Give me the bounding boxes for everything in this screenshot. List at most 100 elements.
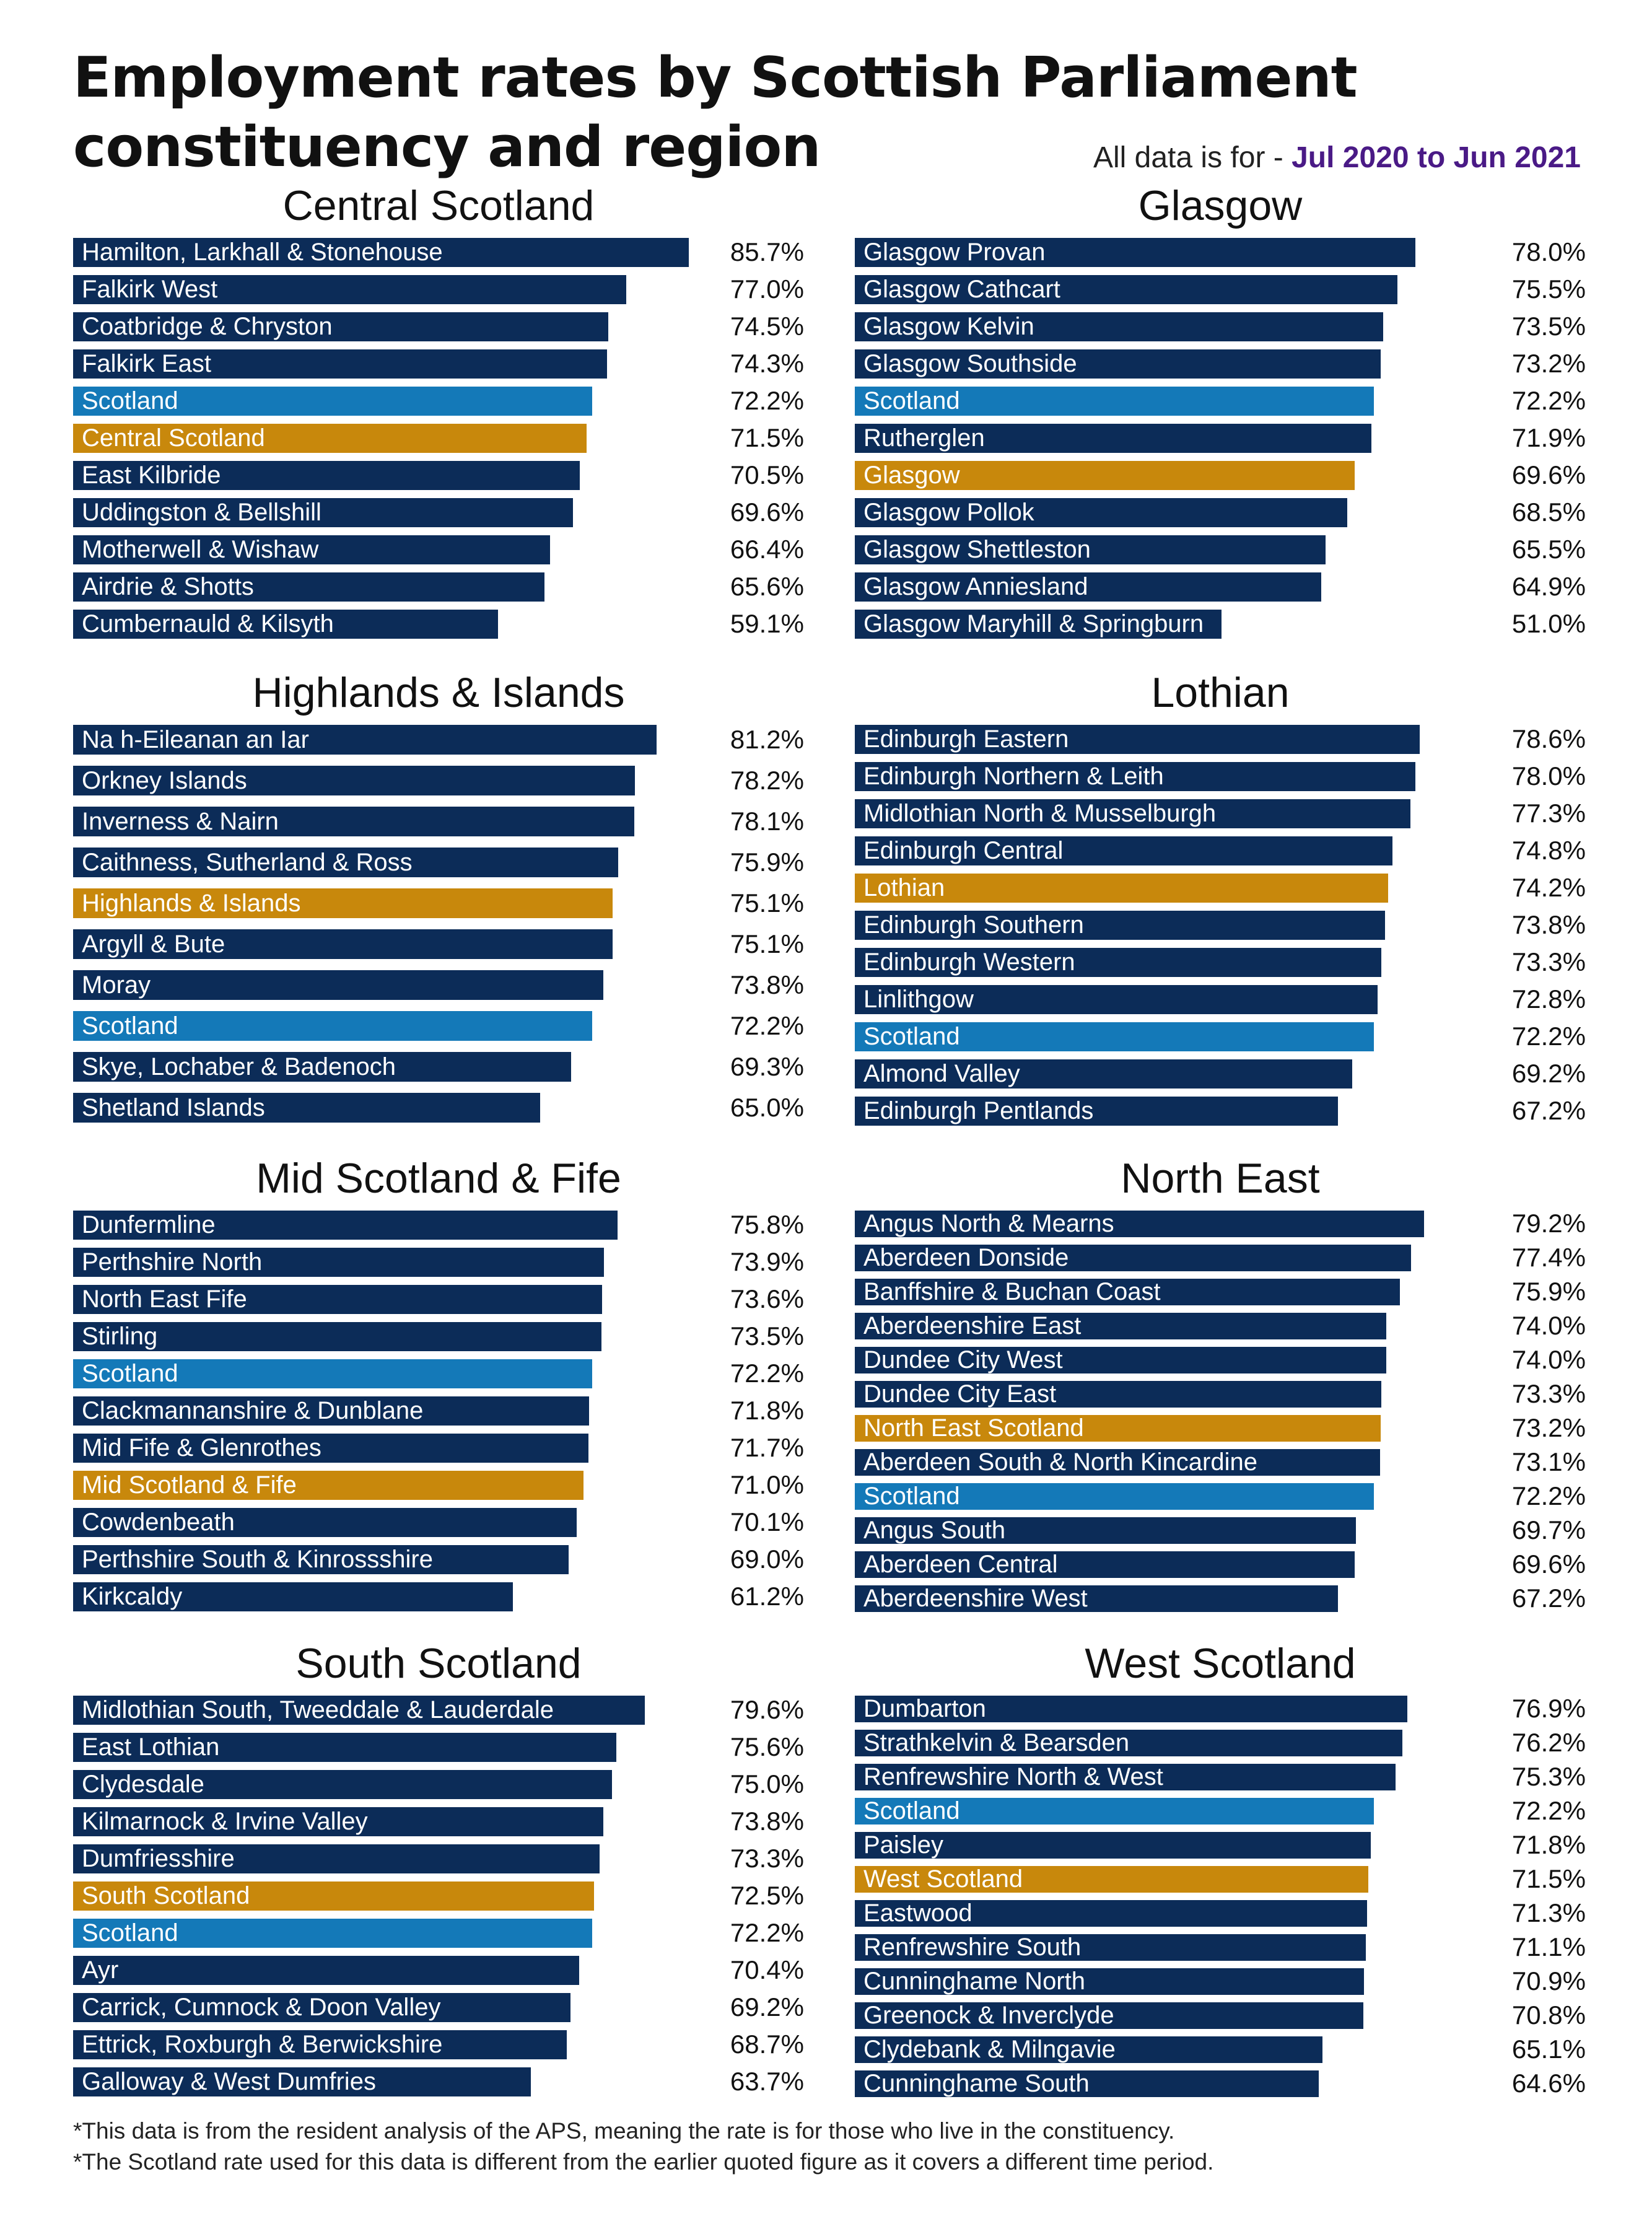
bar-label: Dumbarton bbox=[863, 1695, 986, 1723]
bar-scotland: Scotland bbox=[855, 1483, 1374, 1510]
bar-moray: Moray bbox=[73, 970, 604, 1000]
data-period-prefix: All data is for - bbox=[1093, 141, 1292, 174]
value-label: 74.0% bbox=[1511, 1311, 1586, 1341]
bar-scotland: Scotland bbox=[855, 387, 1374, 416]
value-label: 65.6% bbox=[730, 572, 804, 602]
bar-scotland: Scotland bbox=[73, 1359, 592, 1388]
value-label: 74.2% bbox=[1511, 873, 1586, 903]
bar-label: Greenock & Inverclyde bbox=[863, 2002, 1114, 2030]
value-label: 73.9% bbox=[730, 1247, 804, 1277]
value-label: 72.2% bbox=[1511, 1022, 1586, 1051]
bar-ayr: Ayr bbox=[73, 1956, 579, 1985]
bar-label: Uddingston & Bellshill bbox=[82, 499, 321, 527]
value-label: 75.9% bbox=[1511, 1277, 1586, 1307]
page-title: Employment rates by Scottish Parliament … bbox=[73, 45, 1358, 180]
bar-label: Motherwell & Wishaw bbox=[82, 536, 319, 564]
bar-label: Clydesdale bbox=[82, 1771, 204, 1798]
bar-greenock-and-inverclyde: Greenock & Inverclyde bbox=[855, 2002, 1364, 2030]
value-label: 72.2% bbox=[730, 386, 804, 416]
bar-coatbridge-and-chryston: Coatbridge & Chryston bbox=[73, 312, 609, 341]
value-label: 68.5% bbox=[1511, 497, 1586, 527]
bar-north-east-fife: North East Fife bbox=[73, 1285, 602, 1314]
bar-label: Dunfermline bbox=[82, 1211, 216, 1239]
value-label: 79.2% bbox=[1511, 1209, 1586, 1238]
bar-inverness-and-nairn: Inverness & Nairn bbox=[73, 807, 634, 836]
bar-highlands-and-islands: Highlands & Islands bbox=[73, 888, 613, 918]
bar-label: Aberdeen Central bbox=[863, 1551, 1058, 1579]
bar-aberdeenshire-west: Aberdeenshire West bbox=[855, 1585, 1338, 1612]
value-label: 75.1% bbox=[730, 929, 804, 958]
value-label: 71.0% bbox=[730, 1470, 804, 1500]
bar-motherwell-and-wishaw: Motherwell & Wishaw bbox=[73, 535, 551, 564]
value-label: 73.3% bbox=[1511, 947, 1586, 977]
bar-renfrewshire-north-and-west: Renfrewshire North & West bbox=[855, 1763, 1396, 1791]
value-label: 75.3% bbox=[1511, 1762, 1586, 1792]
bar-label: Edinburgh Southern bbox=[863, 911, 1084, 939]
bar-mid-scotland-and-fife: Mid Scotland & Fife bbox=[73, 1471, 583, 1500]
chart-title: Mid Scotland & Fife bbox=[256, 1155, 621, 1202]
bar-label: Edinburgh Northern & Leith bbox=[863, 763, 1164, 791]
value-label: 71.9% bbox=[1511, 423, 1586, 453]
bar-glasgow-shettleston: Glasgow Shettleston bbox=[855, 535, 1326, 564]
value-label: 70.8% bbox=[1511, 2000, 1586, 2030]
bar-dundee-city-east: Dundee City East bbox=[855, 1380, 1382, 1408]
bar-label: Argyll & Bute bbox=[82, 931, 225, 958]
bar-dumfriesshire: Dumfriesshire bbox=[73, 1844, 600, 1873]
bar-label: Cumbernauld & Kilsyth bbox=[82, 610, 334, 638]
bar-aberdeen-south-and-north-kincardine: Aberdeen South & North Kincardine bbox=[855, 1448, 1380, 1476]
value-label: 73.2% bbox=[1511, 1413, 1586, 1443]
bar-label: Caithness, Sutherland & Ross bbox=[82, 849, 413, 876]
value-label: 75.1% bbox=[730, 888, 804, 918]
bar-label: Renfrewshire South bbox=[863, 1934, 1082, 1961]
chart-panel-lothian: Lothian Edinburgh Eastern 78.6% Edinburgh N… bbox=[855, 668, 1586, 1202]
bar-label: Edinburgh Eastern bbox=[863, 725, 1069, 753]
value-label: 76.2% bbox=[1511, 1728, 1586, 1758]
bar-strathkelvin-and-bearsden: Strathkelvin & Bearsden bbox=[855, 1729, 1402, 1756]
value-label: 70.1% bbox=[730, 1507, 804, 1537]
bar-edinburgh-western: Edinburgh Western bbox=[855, 948, 1382, 977]
bar-label: Renfrewshire North & West bbox=[863, 1763, 1163, 1791]
value-label: 72.2% bbox=[1511, 386, 1586, 416]
bar-label: Carrick, Cumnock & Doon Valley bbox=[82, 1994, 441, 2022]
chart-title: Lothian bbox=[1151, 669, 1290, 716]
chart-title: South Scotland bbox=[295, 1640, 582, 1687]
chart-title: West Scotland bbox=[1085, 1640, 1356, 1687]
value-label: 77.3% bbox=[1511, 799, 1586, 828]
bar-almond-valley: Almond Valley bbox=[855, 1059, 1352, 1089]
value-label: 78.0% bbox=[1511, 237, 1586, 267]
bar-uddingston-and-bellshill: Uddingston & Bellshill bbox=[73, 498, 574, 527]
bar-rutherglen: Rutherglen bbox=[855, 424, 1372, 453]
bar-label: Edinburgh Pentlands bbox=[863, 1097, 1094, 1125]
value-label: 65.0% bbox=[730, 1093, 804, 1122]
value-label: 75.9% bbox=[730, 848, 804, 877]
bar-label: Mid Fife & Glenrothes bbox=[82, 1434, 321, 1462]
bar-label: Scotland bbox=[863, 387, 960, 415]
bar-label: Falkirk East bbox=[82, 350, 211, 378]
bar-clydesdale: Clydesdale bbox=[73, 1770, 612, 1799]
value-label: 72.2% bbox=[730, 1359, 804, 1388]
bar-label: North East Scotland bbox=[863, 1414, 1084, 1442]
value-label: 70.5% bbox=[730, 460, 804, 490]
value-label: 61.2% bbox=[730, 1582, 804, 1611]
value-label: 69.7% bbox=[1511, 1515, 1586, 1545]
value-label: 65.1% bbox=[1511, 2035, 1586, 2064]
bar-cowdenbeath: Cowdenbeath bbox=[73, 1508, 577, 1537]
value-label: 73.8% bbox=[730, 970, 804, 999]
bar-label: Airdrie & Shotts bbox=[82, 573, 254, 601]
bar-linlithgow: Linlithgow bbox=[855, 985, 1378, 1014]
bar-label: Scotland bbox=[863, 1797, 960, 1825]
value-label: 71.8% bbox=[730, 1396, 804, 1426]
value-label: 74.8% bbox=[1511, 836, 1586, 865]
bar-eastwood: Eastwood bbox=[855, 1899, 1368, 1927]
value-label: 78.2% bbox=[730, 766, 804, 795]
bar-label: Eastwood bbox=[863, 1899, 972, 1927]
bar-label: Hamilton, Larkhall & Stonehouse bbox=[82, 239, 443, 266]
bar-label: Coatbridge & Chryston bbox=[82, 313, 333, 341]
bar-glasgow-provan: Glasgow Provan bbox=[855, 238, 1415, 267]
bar-label: Clydebank & Milngavie bbox=[863, 2036, 1116, 2064]
value-label: 65.5% bbox=[1511, 535, 1586, 564]
bar-angus-south: Angus South bbox=[855, 1517, 1356, 1544]
value-label: 71.5% bbox=[730, 423, 804, 453]
value-label: 75.0% bbox=[730, 1769, 804, 1799]
value-label: 69.6% bbox=[730, 497, 804, 527]
